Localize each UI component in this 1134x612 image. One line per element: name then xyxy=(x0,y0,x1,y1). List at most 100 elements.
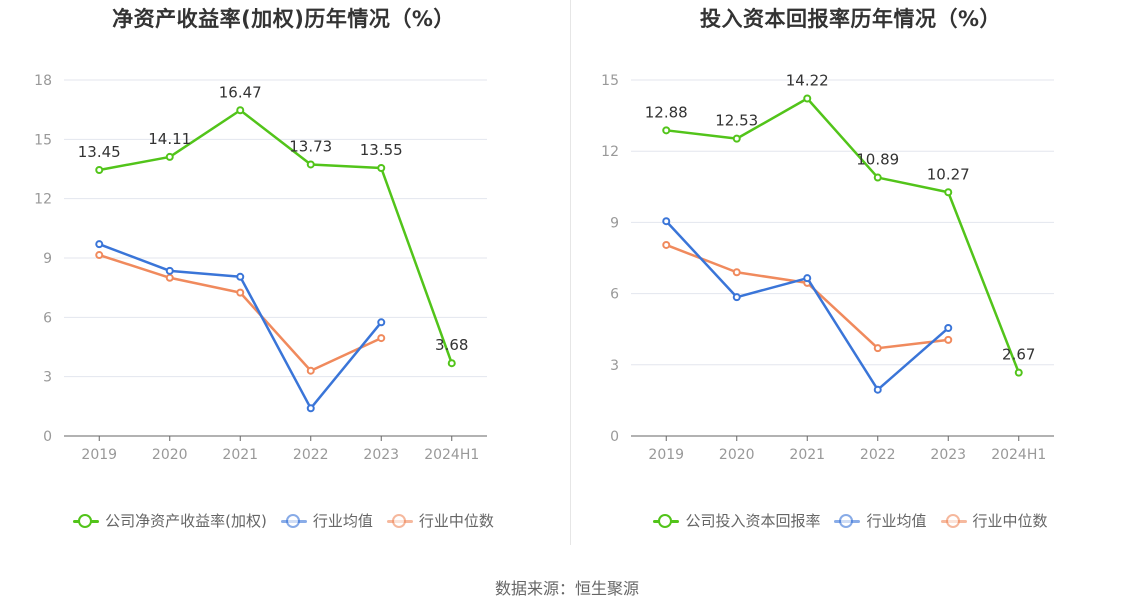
data-point xyxy=(447,359,456,368)
x-tick-label: 2021 xyxy=(222,447,258,463)
data-point xyxy=(1014,368,1023,377)
roic-chart-plot: 0 3 6 9 12 15 2019 2020 2021 2022 2023 2024H1 12.88 1… xyxy=(601,72,1054,463)
data-point xyxy=(803,94,812,103)
x-tick-label: 2024H1 xyxy=(424,447,479,463)
data-label: 14.22 xyxy=(786,72,829,90)
data-point xyxy=(377,164,386,173)
data-label: 14.11 xyxy=(148,130,191,148)
data-point xyxy=(306,366,315,375)
x-tick-label: 2020 xyxy=(719,447,755,463)
y-tick-label: 6 xyxy=(43,310,52,326)
x-tick-label: 2022 xyxy=(860,447,896,463)
legend-label: 行业均值 xyxy=(866,512,927,530)
y-tick-label: 3 xyxy=(610,358,619,374)
data-label: 2.67 xyxy=(1002,346,1035,364)
x-tick-label: 2022 xyxy=(293,447,329,463)
legend-item-industry-median[interactable]: 行业中位数 xyxy=(386,510,494,531)
legend-label: 行业中位数 xyxy=(418,512,494,530)
data-point xyxy=(873,385,882,394)
data-point xyxy=(95,240,104,249)
data-point xyxy=(165,266,174,275)
data-point xyxy=(732,293,741,302)
data-point xyxy=(662,240,671,249)
legend-label: 公司投入资本回报率 xyxy=(685,512,821,530)
data-point xyxy=(944,324,953,333)
series-line xyxy=(98,253,382,372)
data-point xyxy=(662,217,671,226)
data-point xyxy=(236,106,245,115)
legend-label: 行业均值 xyxy=(312,512,373,530)
legend-line-marker-icon xyxy=(73,513,100,528)
data-point xyxy=(165,273,174,282)
legend-item-industry-mean[interactable]: 行业均值 xyxy=(280,510,373,531)
data-label: 16.47 xyxy=(219,83,262,101)
legend-label: 公司净资产收益率(加权) xyxy=(105,512,267,530)
y-tick-label: 0 xyxy=(610,429,619,445)
data-point xyxy=(236,272,245,281)
legend-line-marker-icon xyxy=(834,513,861,528)
legend-item-industry-median[interactable]: 行业中位数 xyxy=(940,510,1048,531)
data-label: 12.53 xyxy=(715,112,758,130)
y-tick-label: 18 xyxy=(34,73,52,89)
data-point xyxy=(803,274,812,283)
x-tick-label: 2024H1 xyxy=(991,447,1046,463)
roe-chart-plot: 0 3 6 9 12 15 18 2019 2020 2021 2022 2023 2024H1 13.4… xyxy=(34,73,487,463)
data-point xyxy=(873,344,882,353)
series-line xyxy=(99,109,453,364)
series-line xyxy=(666,97,1020,374)
roic-chart-panel: 投入资本回报率历年情况（%） 0 3 6 9 12 15 2019 2020 2021 2022 2… xyxy=(567,0,1134,560)
data-point xyxy=(95,165,104,174)
data-label: 13.73 xyxy=(289,137,332,155)
chart-title: 净资产收益率(加权)历年情况（%） xyxy=(112,7,455,31)
legend-line-marker-icon xyxy=(280,513,307,528)
data-label: 3.68 xyxy=(435,336,468,354)
legend: 公司净资产收益率(加权) 行业均值 行业中位数 xyxy=(0,510,567,531)
series-line xyxy=(665,243,949,350)
data-point xyxy=(662,126,671,135)
data-label: 12.88 xyxy=(645,103,688,121)
data-point xyxy=(944,335,953,344)
legend-line-marker-icon xyxy=(940,513,967,528)
data-point xyxy=(95,251,104,260)
data-source-note: 数据来源：恒生聚源 xyxy=(494,579,639,598)
data-label: 13.45 xyxy=(78,143,121,161)
roe-chart-panel: 净资产收益率(加权)历年情况（%） 0 3 6 9 12 15 18 2019 2020 2021… xyxy=(0,0,567,560)
legend-line-marker-icon xyxy=(653,513,680,528)
data-point xyxy=(377,318,386,327)
x-tick-label: 2023 xyxy=(930,447,966,463)
chart-title: 投入资本回报率历年情况（%） xyxy=(699,7,1002,31)
y-tick-label: 6 xyxy=(610,287,619,303)
legend-item-company[interactable]: 公司净资产收益率(加权) xyxy=(73,510,267,531)
data-point xyxy=(236,288,245,297)
data-point xyxy=(377,334,386,343)
x-tick-label: 2019 xyxy=(81,447,117,463)
data-point xyxy=(165,152,174,161)
y-tick-label: 3 xyxy=(43,370,52,386)
legend-item-company[interactable]: 公司投入资本回报率 xyxy=(653,510,820,531)
data-label: 10.89 xyxy=(856,151,899,169)
y-tick-label: 15 xyxy=(601,73,619,89)
data-label: 13.55 xyxy=(360,141,403,159)
x-tick-label: 2020 xyxy=(152,447,188,463)
data-point xyxy=(873,173,882,182)
data-point xyxy=(732,134,741,143)
data-label: 10.27 xyxy=(927,165,970,183)
x-tick-label: 2023 xyxy=(363,447,399,463)
panel-divider xyxy=(570,0,571,545)
y-tick-label: 15 xyxy=(34,132,52,148)
y-tick-label: 9 xyxy=(43,251,52,267)
data-point xyxy=(306,404,315,413)
legend: 公司投入资本回报率 行业均值 行业中位数 xyxy=(567,510,1134,531)
data-point xyxy=(306,160,315,169)
legend-item-industry-mean[interactable]: 行业均值 xyxy=(834,510,927,531)
y-tick-label: 9 xyxy=(610,215,619,231)
x-tick-label: 2021 xyxy=(789,447,825,463)
x-tick-label: 2019 xyxy=(648,447,684,463)
y-tick-label: 0 xyxy=(43,429,52,445)
y-tick-label: 12 xyxy=(601,144,619,160)
y-tick-label: 12 xyxy=(34,192,52,208)
data-point xyxy=(732,268,741,277)
legend-label: 行业中位数 xyxy=(972,512,1048,530)
legend-line-marker-icon xyxy=(386,513,413,528)
data-point xyxy=(944,188,953,197)
